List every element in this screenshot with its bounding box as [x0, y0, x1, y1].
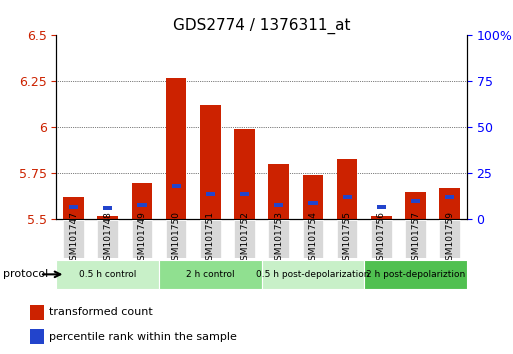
Bar	[371, 216, 391, 219]
Text: 0.5 h post-depolarization: 0.5 h post-depolarization	[256, 270, 370, 279]
Bar	[171, 184, 181, 188]
Text: GSM101754: GSM101754	[308, 211, 318, 267]
Bar	[234, 129, 255, 219]
Text: GSM101749: GSM101749	[137, 211, 146, 267]
Bar	[268, 164, 289, 219]
Text: protocol: protocol	[3, 269, 48, 279]
Bar	[103, 206, 112, 211]
FancyBboxPatch shape	[56, 260, 159, 289]
Bar	[97, 216, 118, 219]
Bar	[137, 203, 147, 207]
Bar	[240, 192, 249, 196]
Bar	[132, 183, 152, 219]
FancyBboxPatch shape	[440, 220, 460, 258]
Text: GSM101757: GSM101757	[411, 211, 420, 267]
FancyBboxPatch shape	[97, 220, 118, 258]
FancyBboxPatch shape	[262, 260, 364, 289]
Bar	[445, 195, 455, 199]
Text: GSM101750: GSM101750	[172, 211, 181, 267]
Bar	[308, 201, 318, 205]
FancyBboxPatch shape	[159, 260, 262, 289]
FancyBboxPatch shape	[63, 220, 84, 258]
Text: GSM101755: GSM101755	[343, 211, 351, 267]
Bar	[343, 195, 352, 199]
Bar	[274, 203, 283, 207]
Text: GSM101747: GSM101747	[69, 211, 78, 267]
Text: GSM101759: GSM101759	[445, 211, 454, 267]
Bar	[63, 198, 84, 219]
Bar	[303, 175, 323, 219]
FancyBboxPatch shape	[268, 220, 289, 258]
FancyBboxPatch shape	[364, 260, 467, 289]
FancyBboxPatch shape	[405, 220, 426, 258]
Text: percentile rank within the sample: percentile rank within the sample	[49, 332, 236, 342]
Text: GSM101756: GSM101756	[377, 211, 386, 267]
Bar	[69, 205, 78, 209]
Bar	[206, 192, 215, 196]
FancyBboxPatch shape	[234, 220, 255, 258]
Text: GSM101752: GSM101752	[240, 211, 249, 267]
FancyBboxPatch shape	[337, 220, 358, 258]
FancyBboxPatch shape	[166, 220, 186, 258]
Text: transformed count: transformed count	[49, 307, 152, 317]
Bar	[166, 78, 186, 219]
Bar	[30, 305, 44, 320]
FancyBboxPatch shape	[303, 220, 323, 258]
Title: GDS2774 / 1376311_at: GDS2774 / 1376311_at	[173, 18, 350, 34]
Bar	[337, 159, 358, 219]
FancyBboxPatch shape	[132, 220, 152, 258]
Bar	[411, 199, 420, 203]
Text: 2 h post-depolariztion: 2 h post-depolariztion	[366, 270, 465, 279]
Text: 2 h control: 2 h control	[186, 270, 234, 279]
Text: GSM101753: GSM101753	[274, 211, 283, 267]
Text: GSM101751: GSM101751	[206, 211, 215, 267]
FancyBboxPatch shape	[371, 220, 391, 258]
Bar	[30, 329, 44, 344]
Bar	[377, 205, 386, 209]
Bar	[405, 192, 426, 219]
Text: GSM101748: GSM101748	[103, 211, 112, 267]
FancyBboxPatch shape	[200, 220, 221, 258]
Bar	[200, 105, 221, 219]
Bar	[440, 188, 460, 219]
Text: 0.5 h control: 0.5 h control	[79, 270, 136, 279]
